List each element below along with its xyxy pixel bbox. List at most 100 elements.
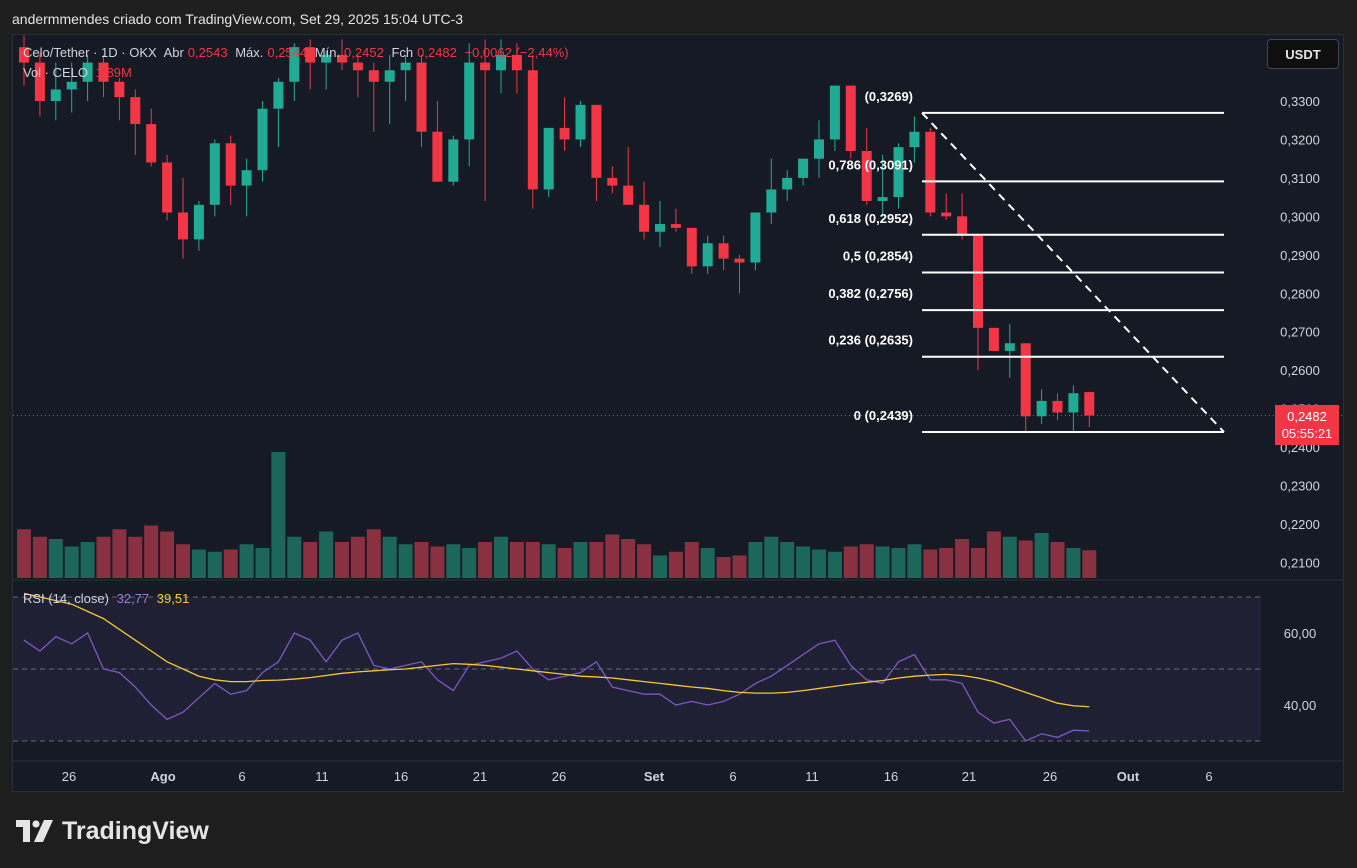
rsi-ma-line — [23, 592, 1090, 708]
time-tick-label: 26 — [1043, 769, 1057, 784]
candle-body — [925, 131, 936, 213]
candle-body — [750, 212, 761, 263]
volume-bar — [462, 548, 477, 578]
candle-body — [480, 62, 491, 71]
volume-bar — [430, 546, 445, 578]
volume-bar — [859, 544, 874, 578]
volume-bar — [684, 542, 699, 578]
candle-body — [941, 212, 952, 217]
volume-bar — [1034, 533, 1049, 578]
low-label: Mín. — [314, 45, 341, 60]
volume-bar — [939, 548, 954, 578]
tradingview-brand: TradingView — [62, 816, 209, 845]
candle-body — [162, 162, 173, 213]
rsi-tick-label: 60,00 — [1284, 626, 1317, 641]
time-tick-label: 16 — [884, 769, 898, 784]
candle-body — [225, 143, 236, 186]
candle-body — [98, 62, 109, 82]
candle-body — [718, 243, 729, 259]
candle-body — [543, 127, 554, 190]
time-tick-label: Ago — [150, 769, 175, 784]
candle-body — [639, 204, 650, 232]
volume-bar — [907, 544, 922, 578]
tradingview-logo[interactable]: TradingView — [16, 817, 209, 845]
volume-bar — [525, 542, 540, 578]
fib-level-label: 0,618 (0,2952) — [828, 211, 913, 226]
candle-body — [368, 70, 379, 82]
volume-bar — [271, 452, 286, 578]
candle-body — [321, 54, 332, 63]
candle-body — [209, 143, 220, 205]
volume-bar — [605, 534, 620, 578]
rsi-ma-value: 39,51 — [156, 591, 190, 606]
volume-bar — [1050, 542, 1065, 578]
volume-bar — [796, 546, 811, 578]
volume-label: Vol · CELO — [23, 65, 89, 80]
volume-bar — [748, 542, 763, 578]
volume-bar — [875, 546, 890, 578]
time-tick-label: 26 — [62, 769, 76, 784]
time-tick-label: 6 — [238, 769, 245, 784]
time-tick-label: 6 — [1205, 769, 1212, 784]
volume-bar — [637, 544, 652, 578]
candle-body — [623, 185, 634, 205]
candle-body — [1020, 343, 1031, 417]
volume-bar — [732, 555, 747, 578]
volume-bar — [1082, 550, 1097, 578]
candle-body — [798, 158, 809, 178]
volume-bar — [207, 551, 222, 578]
candle-body — [655, 224, 665, 232]
candle-body — [670, 224, 681, 228]
candle-body — [178, 212, 188, 240]
volume-bar — [478, 542, 493, 578]
chart-frame[interactable]: 0 (0,2439) 0,236 (0,2635) 0,382 (0,2756) 0,… — [12, 34, 1344, 792]
change-value: −0,0062 (−2,44%) — [464, 45, 569, 60]
candle-body — [591, 104, 602, 178]
candle-body — [734, 258, 745, 263]
volume-bar — [557, 548, 572, 578]
candle-body — [337, 54, 347, 63]
candle-body — [305, 47, 316, 63]
volume-bar — [494, 536, 508, 578]
price-chart[interactable]: 0 (0,2439) 0,236 (0,2635) 0,382 (0,2756) 0,… — [13, 35, 1344, 792]
volume-bar — [573, 542, 588, 578]
volume-bar — [350, 536, 365, 578]
symbol-legend: Celo/Tether · 1D · OKX Abr 0,2543 Máx. 0,2… — [23, 45, 573, 60]
rsi-line — [23, 632, 1090, 742]
volume-legend: Vol · CELO 1,89M — [23, 65, 136, 80]
candle-body — [273, 81, 284, 109]
candle-body — [877, 197, 888, 201]
high-label: Máx. — [235, 45, 264, 60]
fib-level-label: (0,3269) — [865, 89, 913, 104]
fib-trend-line — [921, 112, 1225, 433]
candle-body — [130, 97, 141, 125]
volume-bar — [986, 531, 1001, 578]
candle-body — [607, 177, 618, 186]
candle-body — [146, 124, 157, 163]
volume-bar — [80, 542, 95, 578]
candle-body — [1084, 392, 1095, 416]
volume-bar — [144, 525, 159, 578]
rsi-tick-label: 40,00 — [1284, 698, 1317, 713]
volume-bar — [446, 544, 461, 578]
candle-body — [845, 85, 856, 151]
currency-button[interactable]: USDT — [1267, 39, 1339, 69]
volume-bar — [96, 536, 111, 578]
candle-body — [702, 243, 713, 267]
price-tick-label: 0,2300 — [1280, 479, 1320, 494]
candle-body — [973, 235, 983, 328]
candle-body — [559, 127, 570, 140]
volume-bar — [1066, 548, 1081, 578]
candle-body — [400, 62, 411, 71]
candle-body — [257, 108, 268, 171]
candle-body — [988, 327, 999, 351]
volume-bar — [64, 546, 79, 578]
price-tick-label: 0,2200 — [1280, 517, 1320, 532]
time-tick-label: 26 — [552, 769, 566, 784]
volume-bar — [191, 549, 206, 578]
candle-body — [448, 139, 459, 182]
high-value: 0,2544 — [267, 45, 308, 60]
current-price-badge: 0,2482 05:55:21 — [1275, 405, 1339, 445]
candle-body — [82, 62, 93, 82]
volume-bar — [812, 549, 826, 578]
